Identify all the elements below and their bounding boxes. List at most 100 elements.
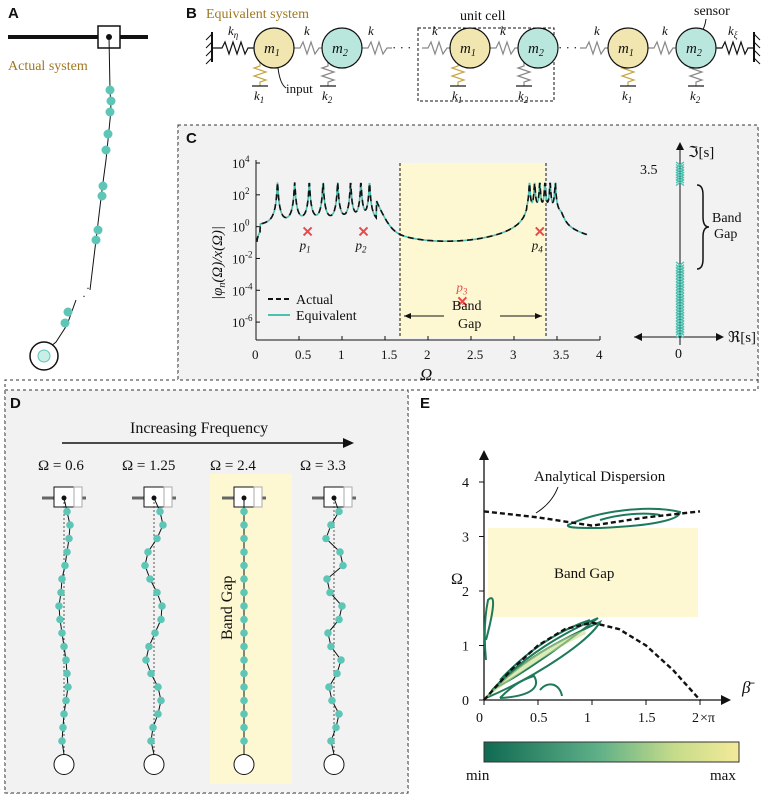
x-tick-label: 2 [424, 347, 431, 362]
contour [483, 597, 494, 661]
bead [98, 181, 108, 191]
bead [240, 723, 248, 732]
bead [335, 710, 343, 718]
eigenvalue-mark [675, 264, 685, 272]
k-label: k [368, 23, 374, 38]
k1-label: k1 [254, 88, 264, 105]
end-mass-inner [37, 349, 51, 363]
bead [159, 521, 167, 529]
input-leader [277, 67, 287, 89]
arrowhead [721, 695, 731, 705]
panel-border [4, 125, 759, 794]
panel-letter-c: C [186, 130, 197, 147]
eigenvalue-mark [675, 311, 685, 319]
x-tick-label: 3.5 [553, 347, 569, 362]
acoustic-branch [483, 621, 701, 701]
bead [58, 737, 66, 745]
spring-k [422, 40, 450, 56]
end-mass [323, 754, 345, 775]
omega-label-1: Ω = 0.6 [38, 458, 84, 474]
y-tick-label: 3 [462, 531, 469, 546]
eigenvalue-mark [675, 283, 685, 291]
x-tick-label: 4 [596, 347, 603, 362]
spring-k-eta [212, 40, 254, 56]
e-band-gap-region [488, 528, 698, 617]
colorbar-min: min [466, 768, 490, 784]
dispersion-curves [483, 510, 701, 701]
bead [156, 507, 164, 516]
panel-a: Actual system · · [8, 25, 148, 371]
beads [60, 85, 116, 328]
analytical-leader [535, 486, 559, 514]
spring-k [362, 40, 392, 56]
d-title: Increasing Frequency [130, 420, 268, 437]
slider-ghost [163, 486, 173, 508]
bead [59, 723, 67, 732]
contour [491, 617, 599, 691]
mass-label: m2 [686, 41, 702, 59]
bead [60, 710, 68, 718]
bead [146, 575, 154, 583]
bead [105, 107, 115, 117]
bead [240, 629, 248, 637]
eigenvalue-mark [675, 314, 685, 322]
arrowhead [634, 333, 642, 341]
marker-point [535, 226, 545, 237]
e-x-unit: ×π [700, 711, 715, 726]
unit-cell-label: unit cell [460, 9, 506, 24]
panel-letter-b: B [186, 5, 197, 22]
bead [324, 629, 332, 637]
bead [103, 129, 113, 139]
panel-e: Band Gap 0 0.5 1 1.5 2 0 1 2 3 4 Ω β̄ ×π Analytic… [451, 450, 755, 784]
bead [151, 629, 159, 637]
c-band-label-1: Band [452, 299, 482, 314]
bead [62, 696, 70, 705]
contours [483, 507, 682, 699]
panel-letter-a: A [8, 5, 19, 22]
bead [142, 656, 150, 664]
eigenvalue-mark [675, 317, 685, 325]
ridge-highlight [488, 630, 586, 697]
bead [63, 669, 71, 678]
bead [332, 723, 340, 732]
arrowhead [404, 313, 411, 319]
mass-m2 [675, 27, 717, 69]
slider-ghost [343, 486, 353, 508]
eigenvalue-marks [675, 161, 685, 339]
marker-point [358, 226, 369, 237]
springs [212, 40, 754, 56]
spring-k [580, 40, 608, 56]
x-tick-label: 1.5 [381, 347, 397, 362]
bead [141, 561, 149, 570]
panel-d: Increasing Frequency Band Gap Ω = 0.6 Ω … [38, 420, 356, 784]
bead [57, 588, 65, 597]
bead [335, 615, 343, 624]
bead [158, 602, 166, 610]
mass-m1 [607, 27, 649, 69]
bead [326, 588, 334, 597]
x-tick-label: 1.5 [638, 711, 656, 726]
omega-label-4: Ω = 3.3 [300, 458, 346, 474]
bead [63, 307, 73, 317]
c-xlabel: Ω [420, 365, 432, 384]
mass-m1 [253, 27, 295, 69]
k1-label: k1 [452, 88, 462, 105]
bead [333, 669, 341, 678]
bead [240, 683, 248, 691]
bead [56, 615, 64, 624]
y-tick-label: 1 [462, 640, 469, 655]
chain-ellipsis: · · · [392, 40, 412, 55]
eigenvalue-mark [675, 163, 685, 172]
spring-k [648, 40, 676, 56]
bead [64, 683, 72, 691]
e-xlabel: β̄ [741, 678, 755, 697]
end-mass [233, 754, 255, 775]
bead [157, 615, 165, 624]
k2-label: k2 [518, 88, 529, 105]
eigenvalue-mark [675, 272, 685, 280]
k-label: k [432, 23, 438, 38]
bead [58, 575, 66, 583]
bead [154, 683, 162, 691]
bead [240, 737, 248, 745]
im-label: ℑ[s] [688, 145, 714, 161]
